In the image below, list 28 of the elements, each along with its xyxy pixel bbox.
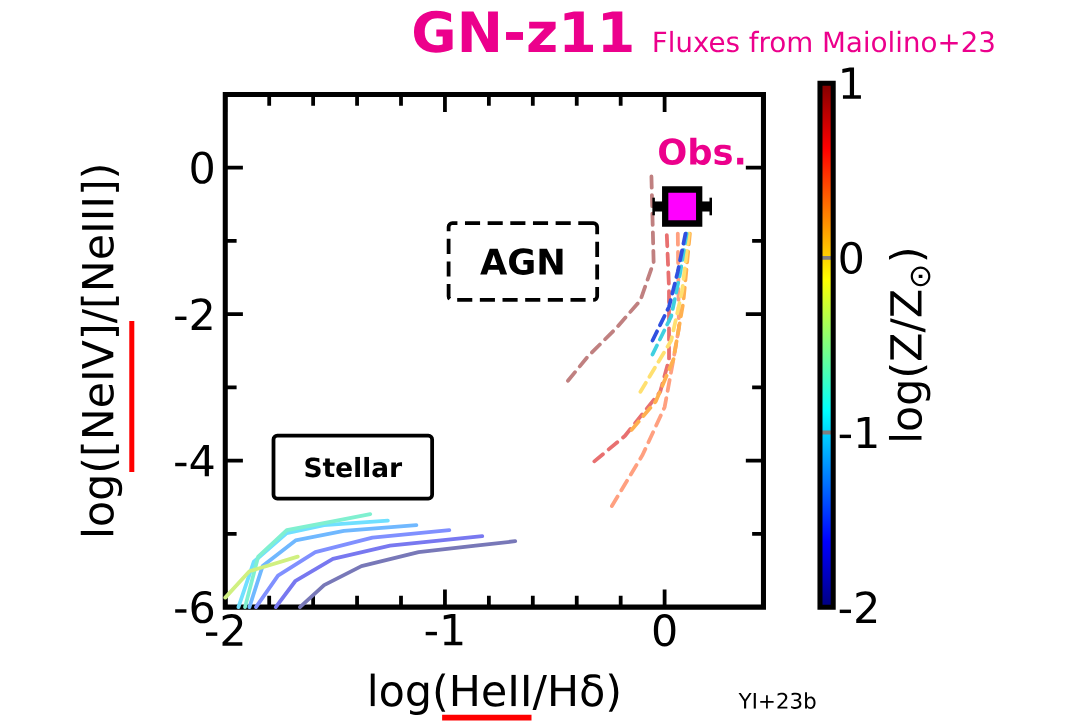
text: YI+23b — [738, 692, 816, 709]
line-series — [254, 528, 452, 610]
annotation: Obs. — [659, 137, 744, 165]
color-bar-label: -2 — [839, 591, 877, 624]
annotation: Stellar — [305, 456, 403, 478]
color-bar-label: 0 — [840, 241, 863, 275]
color-bar-label: 1 — [842, 67, 861, 99]
line-series — [610, 231, 681, 508]
x-axis-title: log(HeII/Hδ) — [370, 673, 619, 715]
line-series — [592, 233, 671, 464]
line-series — [638, 231, 691, 394]
line-series — [247, 523, 419, 610]
line-series — [629, 231, 692, 432]
chart-title: GN-z11 — [413, 10, 632, 53]
line-series — [273, 534, 485, 610]
line-series — [298, 539, 518, 610]
color-bar-title: log(Z/Z$_{⊙}$) — [888, 250, 931, 440]
line-series — [566, 174, 656, 383]
color-bar-label: -1 — [839, 416, 877, 449]
annotation: AGN — [480, 248, 563, 275]
y-tick-label: -4 — [175, 445, 214, 477]
line-series — [243, 512, 373, 610]
y-axis-title: log([NeIV]/[NeIII]) — [80, 166, 123, 535]
text: Fluxes from Maiolino+23 — [654, 30, 994, 53]
x-tick-label: 0 — [653, 614, 676, 647]
y-tick-label: 0 — [191, 151, 213, 184]
y-tick-label: -2 — [175, 298, 212, 331]
x-tick-label: -1 — [425, 614, 463, 646]
